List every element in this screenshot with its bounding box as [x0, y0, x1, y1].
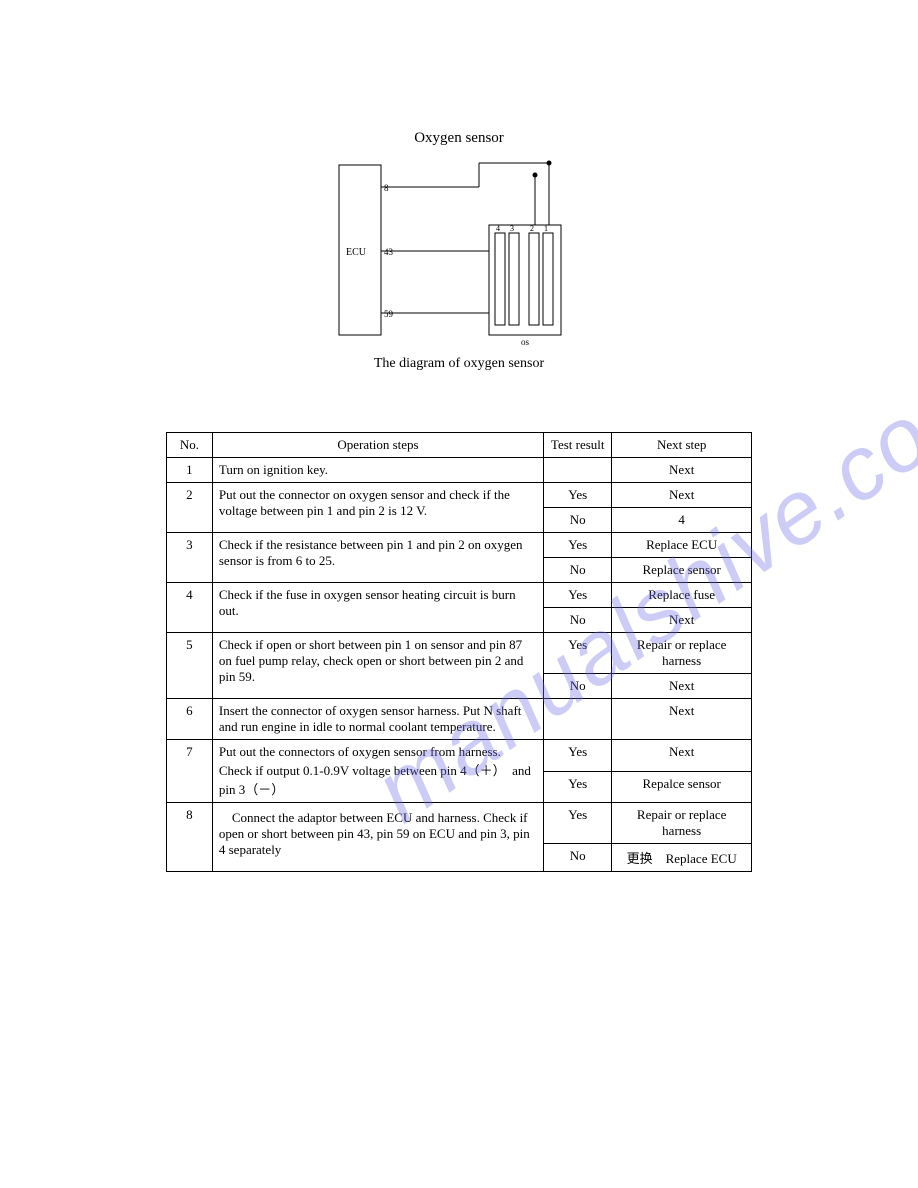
diagram-title: Oxygen sensor [0, 130, 918, 147]
table-row: 5 Check if open or short between pin 1 o… [167, 633, 752, 674]
ecu-label: ECU [346, 247, 367, 258]
table-row: 3 Check if the resistance between pin 1 … [167, 533, 752, 558]
col-res: Test result [544, 433, 612, 458]
table-row: 1 Turn on ignition key. Next [167, 458, 752, 483]
svg-text:2: 2 [530, 224, 534, 233]
col-no: No. [167, 433, 213, 458]
operation-steps-table: No. Operation steps Test result Next ste… [166, 432, 752, 872]
col-next: Next step [612, 433, 752, 458]
svg-text:4: 4 [496, 224, 500, 233]
table-row: 2 Put out the connector on oxygen sensor… [167, 483, 752, 508]
table-row: 4 Check if the fuse in oxygen sensor hea… [167, 583, 752, 608]
col-op: Operation steps [212, 433, 543, 458]
diagram-caption: The diagram of oxygen sensor [0, 356, 918, 372]
svg-text:59: 59 [384, 309, 394, 319]
table-row: 6 Insert the connector of oxygen sensor … [167, 699, 752, 740]
svg-text:3: 3 [510, 224, 514, 233]
oxygen-sensor-diagram: ECU 8 43 59 4 3 2 1 [329, 155, 589, 350]
svg-text:43: 43 [384, 247, 394, 257]
table-row: 7 Put out the connectors of oxygen senso… [167, 740, 752, 772]
svg-text:1: 1 [544, 224, 548, 233]
os-label: os [521, 337, 530, 347]
table-header-row: No. Operation steps Test result Next ste… [167, 433, 752, 458]
table-row: 8 Connect the adaptor between ECU and ha… [167, 803, 752, 844]
svg-text:8: 8 [384, 183, 389, 193]
